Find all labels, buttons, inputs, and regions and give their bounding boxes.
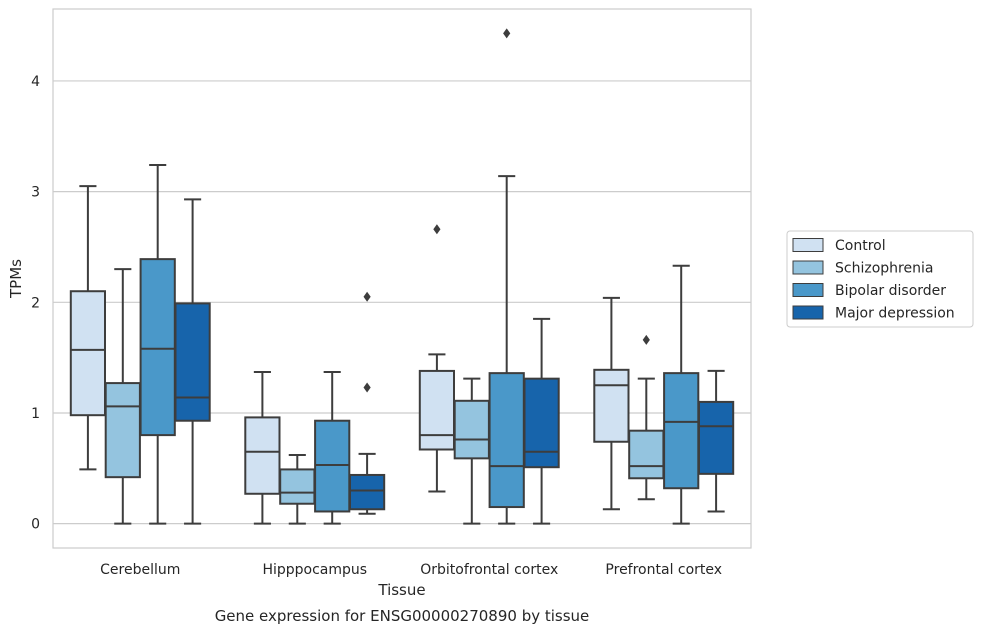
box-iqr bbox=[453, 399, 490, 460]
box-iqr bbox=[663, 372, 700, 490]
box-schizophrenia bbox=[279, 454, 316, 525]
legend-label: Bipolar disorder bbox=[835, 283, 946, 299]
box-bipolar-disorder bbox=[139, 164, 176, 525]
y-axis-label: TPMs bbox=[7, 259, 25, 299]
box-control bbox=[418, 224, 456, 493]
box-iqr bbox=[488, 372, 525, 509]
box-bipolar-disorder bbox=[488, 28, 525, 525]
legend-swatch bbox=[792, 283, 824, 297]
box-control bbox=[69, 185, 107, 471]
box-control bbox=[593, 296, 630, 511]
y-tick-label: 3 bbox=[31, 185, 40, 201]
legend-swatch bbox=[792, 260, 824, 275]
box-schizophrenia bbox=[104, 268, 141, 525]
box-bipolar-disorder bbox=[663, 264, 700, 525]
box-iqr bbox=[314, 419, 351, 513]
x-tick-label: Hipppocampus bbox=[262, 562, 367, 578]
plot-frame bbox=[52, 8, 752, 549]
box-major-depression bbox=[348, 291, 386, 515]
outlier-point bbox=[363, 382, 371, 393]
legend-swatch bbox=[792, 238, 824, 252]
y-tick-label: 4 bbox=[31, 74, 40, 90]
box-iqr bbox=[104, 382, 141, 479]
box-control bbox=[244, 371, 281, 525]
outlier-point bbox=[363, 291, 371, 302]
box-iqr bbox=[244, 416, 281, 495]
figure-caption: Gene expression for ENSG00000270890 by t… bbox=[215, 607, 590, 625]
box-bipolar-disorder bbox=[314, 371, 351, 525]
legend-label: Control bbox=[835, 238, 886, 254]
box-major-depression bbox=[697, 369, 735, 513]
outlier-point bbox=[433, 224, 441, 235]
x-tick-label: Cerebellum bbox=[100, 562, 180, 578]
legend: Control Schizophrenia Bipolar disorder Majo… bbox=[786, 230, 974, 328]
box-schizophrenia bbox=[628, 334, 665, 501]
box-iqr bbox=[139, 258, 176, 437]
box-schizophrenia bbox=[453, 377, 490, 525]
legend-frame bbox=[786, 230, 974, 328]
box-iqr bbox=[69, 290, 107, 417]
x-axis-ticks: Cerebellum Hipppocampus Orbitofrontal cort… bbox=[100, 562, 722, 578]
y-tick-label: 2 bbox=[31, 295, 40, 311]
box-iqr bbox=[523, 377, 560, 469]
legend-label: Major depression bbox=[835, 306, 955, 322]
box-iqr bbox=[348, 473, 386, 511]
legend-label: Schizophrenia bbox=[835, 261, 933, 277]
box-iqr bbox=[174, 302, 211, 422]
box-iqr bbox=[279, 468, 316, 505]
x-tick-label: Orbitofrontal cortex bbox=[420, 562, 558, 578]
box-iqr bbox=[628, 429, 665, 480]
x-axis-label: Tissue bbox=[377, 581, 425, 599]
y-axis-ticks: 0 1 2 3 4 bbox=[31, 74, 40, 533]
box-iqr bbox=[697, 400, 735, 475]
box-major-depression bbox=[174, 198, 211, 525]
y-tick-label: 0 bbox=[31, 517, 40, 533]
y-tick-label: 1 bbox=[31, 406, 40, 422]
box-iqr bbox=[418, 369, 456, 451]
box-iqr bbox=[593, 368, 630, 443]
outlier-point bbox=[642, 334, 650, 345]
outlier-point bbox=[503, 28, 511, 39]
x-tick-label: Prefrontal cortex bbox=[605, 562, 722, 578]
box-plot-area bbox=[69, 28, 735, 525]
box-major-depression bbox=[523, 317, 560, 525]
legend-swatch bbox=[792, 305, 824, 320]
